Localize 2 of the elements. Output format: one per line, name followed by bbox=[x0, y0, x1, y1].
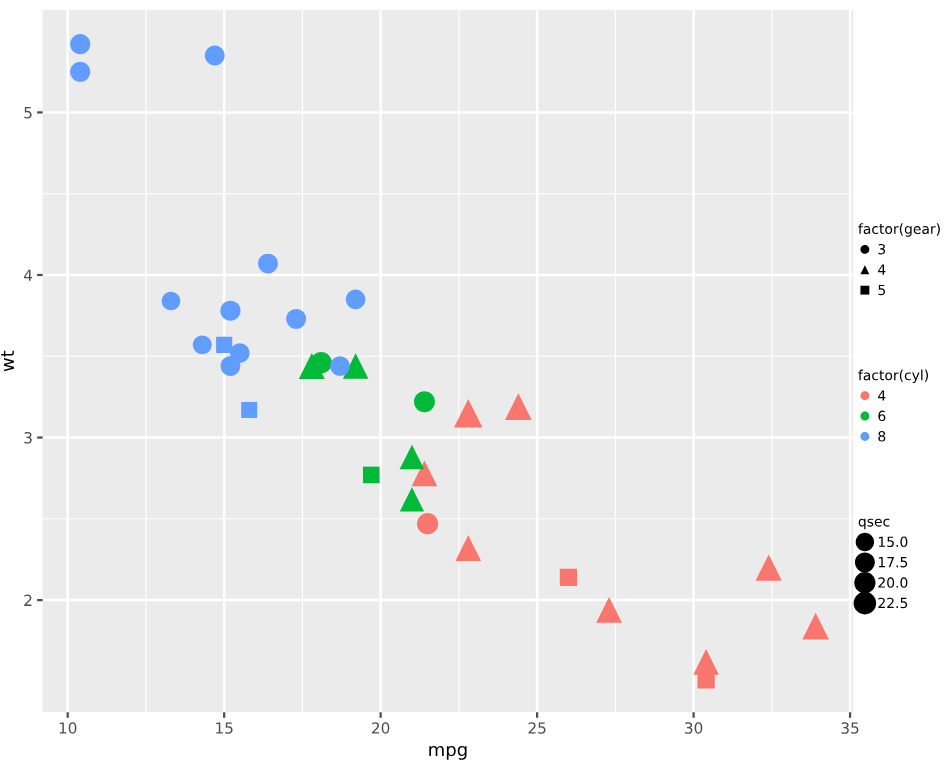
y-axis-title: wt bbox=[1, 350, 14, 372]
x-axis-title: mpg bbox=[429, 745, 467, 760]
